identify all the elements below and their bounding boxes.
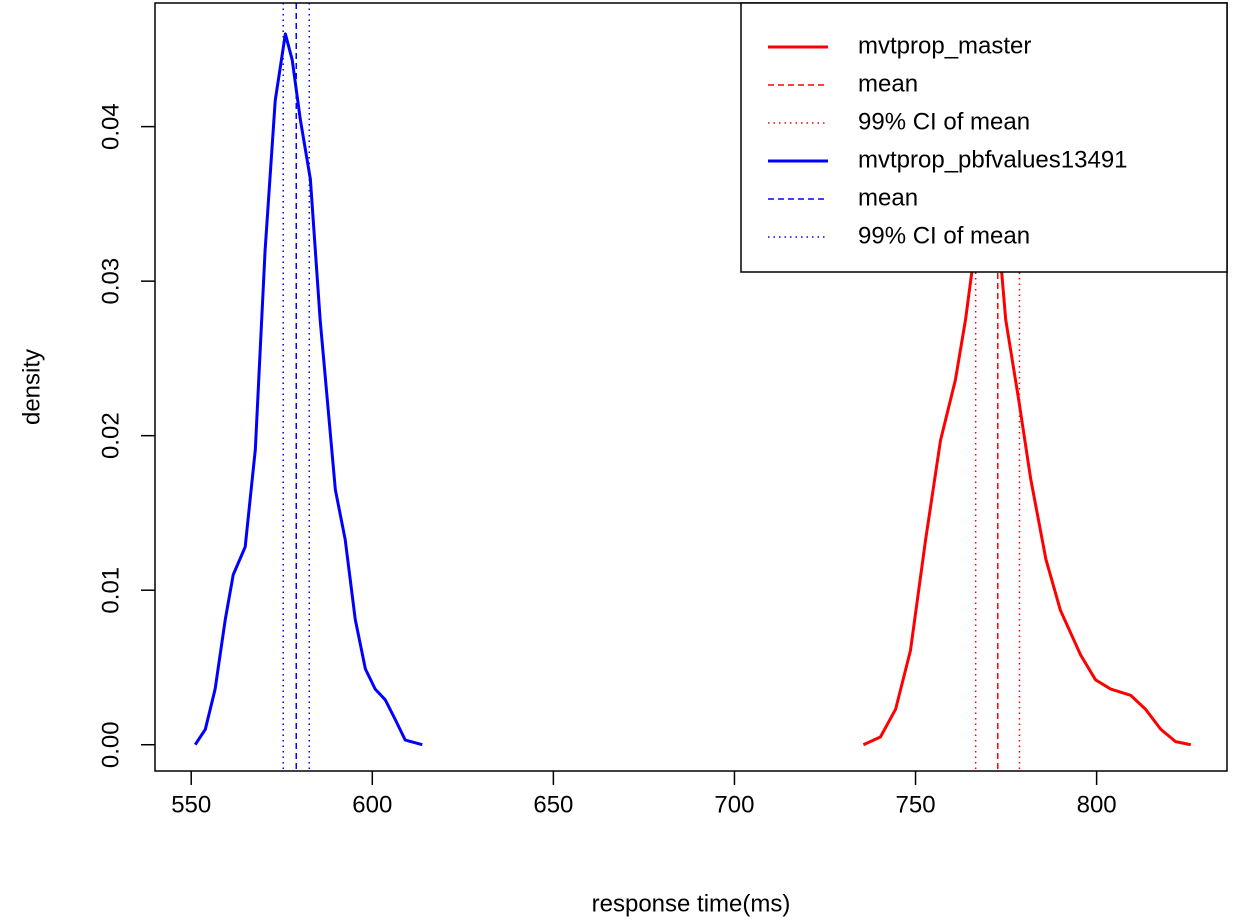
y-tick-label: 0.00: [97, 721, 124, 768]
legend-label: 99% CI of mean: [858, 222, 1030, 249]
y-tick-label: 0.04: [97, 103, 124, 150]
y-tick-label: 0.02: [97, 412, 124, 459]
plot-frame: [154, 2, 1228, 772]
x-tick-label: 750: [896, 791, 936, 818]
x-tick-label: 600: [352, 791, 392, 818]
y-axis-label: density: [18, 349, 45, 425]
y-tick-label: 0.01: [97, 567, 124, 614]
x-tick-label: 700: [714, 791, 754, 818]
legend-label: mean: [858, 184, 918, 211]
density-curve: [193, 32, 423, 747]
density-curve: [862, 174, 1192, 747]
legend-label: 99% CI of mean: [858, 108, 1030, 135]
y-tick-label: 0.03: [97, 258, 124, 305]
x-axis-label: response time(ms): [592, 890, 791, 917]
x-tick-label: 550: [171, 791, 211, 818]
legend-label: mean: [858, 70, 918, 97]
legend-label: mvtprop_master: [858, 32, 1031, 59]
x-tick-label: 800: [1077, 791, 1117, 818]
x-tick-label: 650: [533, 791, 573, 818]
legend-label: mvtprop_pbfvalues13491: [858, 146, 1128, 173]
